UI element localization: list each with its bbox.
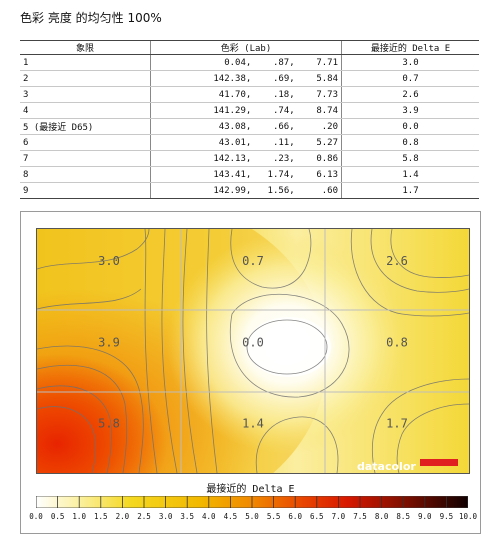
scale-tick-label: 8.0 bbox=[374, 512, 389, 521]
cell-label: 0.0 bbox=[242, 335, 264, 349]
heat-zone-center bbox=[247, 317, 331, 377]
scale-tick-label: 9.5 bbox=[439, 512, 454, 521]
scale-tick-label: 1.0 bbox=[72, 512, 86, 521]
lab-cell: 142.13, .23, 0.86 bbox=[150, 150, 342, 167]
quadrant-cell: 5 (最接近 D65) bbox=[20, 118, 151, 135]
uniformity-heatmap: 3.0 0.7 2.6 3.9 0.0 0.8 5.8 1.4 1.7 datacolor bbox=[36, 228, 470, 474]
scale-tick-label: 0.5 bbox=[50, 512, 65, 521]
scale-tick-label: 3.0 bbox=[158, 512, 173, 521]
quadrant-cell: 3 bbox=[20, 86, 151, 103]
color-scale bbox=[36, 496, 468, 508]
brand-bar bbox=[420, 459, 458, 466]
cell-label: 3.0 bbox=[98, 254, 120, 268]
color-scale-tick-labels: 0.0 0.5 1.0 1.5 2.0 2.5 3.0 3.5 4.0 4.5 5.0 5.5 6.0 6… bbox=[21, 512, 480, 524]
scale-tick-label: 10.0 bbox=[458, 512, 478, 521]
scale-tick-label: 5.0 bbox=[245, 512, 259, 521]
cell-label: 3.9 bbox=[98, 335, 120, 349]
quadrant-cell: 4 bbox=[20, 102, 151, 119]
lab-cell: 142.38, .69, 5.84 bbox=[150, 70, 342, 87]
quadrant-cell: 7 bbox=[20, 150, 151, 167]
table-row: 8 143.41, 1.74, 6.13 1.4 bbox=[20, 166, 479, 183]
quadrant-cell: 9 bbox=[20, 182, 151, 199]
brand-text: datacolor bbox=[357, 460, 416, 473]
table-row: 2 142.38, .69, 5.84 0.7 bbox=[20, 70, 479, 87]
color-scale-title: 最接近的 Delta E bbox=[206, 484, 295, 495]
cell-labels: 3.0 0.7 2.6 3.9 0.0 0.8 5.8 1.4 1.7 bbox=[98, 254, 408, 431]
quadrant-cell: 2 bbox=[20, 70, 151, 87]
scale-tick-label: 0.0 bbox=[29, 512, 43, 521]
table-row: 6 43.01, .11, 5.27 0.8 bbox=[20, 134, 479, 151]
scale-tick-label: 8.5 bbox=[396, 512, 410, 521]
cell-label: 2.6 bbox=[386, 254, 408, 268]
scale-tick-label: 9.0 bbox=[418, 512, 432, 521]
quadrant-cell: 8 bbox=[20, 166, 151, 183]
delta-e-cell: 1.4 bbox=[341, 166, 479, 183]
table-row: 5 (最接近 D65) 43.08, .66, .20 0.0 bbox=[20, 118, 479, 135]
cell-label: 0.8 bbox=[386, 335, 408, 349]
lab-cell: 43.01, .11, 5.27 bbox=[150, 134, 342, 151]
scale-tick-label: 6.0 bbox=[288, 512, 302, 521]
delta-e-cell: 0.8 bbox=[341, 134, 479, 151]
cell-label: 0.7 bbox=[242, 254, 264, 268]
lab-cell: 143.41, 1.74, 6.13 bbox=[150, 166, 342, 183]
page-title: 色彩 亮度 的均匀性 100% bbox=[20, 11, 162, 25]
scale-tick-label: 7.0 bbox=[331, 512, 346, 521]
scale-tick-label: 4.0 bbox=[202, 512, 216, 521]
uniformity-table: 象限 色彩 (Lab) 最接近的 Delta E 1 0.04, .87, 7.7… bbox=[20, 40, 479, 199]
delta-e-cell: 5.8 bbox=[341, 150, 479, 167]
table-row: 3 41.70, .18, 7.73 2.6 bbox=[20, 86, 479, 103]
scale-tick-label: 4.5 bbox=[223, 512, 238, 521]
lab-cell: 41.70, .18, 7.73 bbox=[150, 86, 342, 103]
delta-e-cell: 1.7 bbox=[341, 182, 479, 199]
scale-tick-label: 6.5 bbox=[310, 512, 324, 521]
scale-tick-label: 3.5 bbox=[180, 512, 194, 521]
cell-label: 1.7 bbox=[386, 417, 408, 431]
column-header-quadrant: 象限 bbox=[20, 40, 151, 55]
column-header-lab: 色彩 (Lab) bbox=[150, 40, 342, 55]
scale-tick-label: 2.5 bbox=[137, 512, 151, 521]
delta-e-cell: 3.9 bbox=[341, 102, 479, 119]
lab-cell: 0.04, .87, 7.71 bbox=[150, 54, 342, 71]
scale-tick-label: 7.5 bbox=[353, 512, 367, 521]
quadrant-cell: 1 bbox=[20, 54, 151, 71]
table-row: 1 0.04, .87, 7.71 3.0 bbox=[20, 54, 479, 71]
contour-lines bbox=[37, 229, 469, 473]
delta-e-cell: 0.0 bbox=[341, 118, 479, 135]
delta-e-cell: 2.6 bbox=[341, 86, 479, 103]
lab-cell: 141.29, .74, 8.74 bbox=[150, 102, 342, 119]
quadrant-cell: 6 bbox=[20, 134, 151, 151]
heat-zone-red bbox=[37, 354, 167, 473]
lab-cell: 43.08, .66, .20 bbox=[150, 118, 342, 135]
column-header-delta-e: 最接近的 Delta E bbox=[341, 40, 479, 55]
lab-cell: 142.99, 1.56, .60 bbox=[150, 182, 342, 199]
heatmap-svg: 3.0 0.7 2.6 3.9 0.0 0.8 5.8 1.4 1.7 bbox=[37, 229, 469, 473]
color-scale-tick-marks bbox=[36, 496, 468, 508]
scale-tick-label: 1.5 bbox=[94, 512, 108, 521]
table-row: 9 142.99, 1.56, .60 1.7 bbox=[20, 182, 479, 199]
table-header-row: 象限 色彩 (Lab) 最接近的 Delta E bbox=[20, 40, 479, 55]
datacolor-logo: datacolor bbox=[357, 455, 459, 473]
cell-label: 5.8 bbox=[98, 417, 120, 431]
scale-tick-label: 5.5 bbox=[266, 512, 281, 521]
table-row: 7 142.13, .23, 0.86 5.8 bbox=[20, 150, 479, 167]
heatmap-panel: 3.0 0.7 2.6 3.9 0.0 0.8 5.8 1.4 1.7 datacolor 最接… bbox=[20, 211, 481, 534]
table-row: 4 141.29, .74, 8.74 3.9 bbox=[20, 102, 479, 119]
delta-e-cell: 0.7 bbox=[341, 70, 479, 87]
scale-tick-label: 2.0 bbox=[115, 512, 130, 521]
delta-e-cell: 3.0 bbox=[341, 54, 479, 71]
cell-label: 1.4 bbox=[242, 417, 264, 431]
